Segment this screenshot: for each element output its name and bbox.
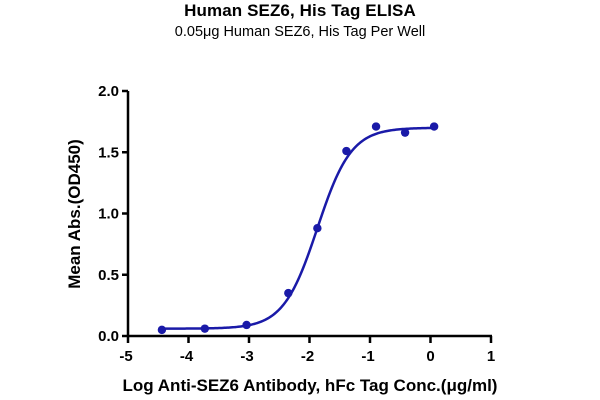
axes: 0.0 0.5 1.0 1.5 2.0 -5 -4 -3 -2 -1 0 1 [98, 83, 495, 365]
y-tick-label: 0.5 [98, 267, 119, 284]
x-tick-label: 0 [426, 348, 434, 365]
x-tick-label: -4 [180, 348, 194, 365]
x-tick-label: -5 [119, 348, 132, 365]
x-axis-label: Log Anti-SEZ6 Antibody, hFc Tag Conc.(μg… [123, 376, 498, 395]
chart-title: Human SEZ6, His Tag ELISA [184, 1, 416, 20]
y-tick-label: 2.0 [98, 83, 119, 100]
data-point [242, 320, 251, 330]
data-point [284, 288, 293, 298]
y-tick-label: 0.0 [98, 328, 119, 345]
data-point [313, 224, 322, 233]
data-point [429, 122, 439, 131]
y-tick-label: 1.5 [98, 144, 119, 161]
y-axis-label: Mean Abs.(OD450) [65, 139, 84, 289]
y-tick-label: 1.0 [98, 206, 119, 223]
data-point [200, 324, 210, 333]
x-tick-label: 1 [487, 348, 495, 365]
data-point [342, 146, 351, 156]
x-tick-label: -3 [240, 348, 253, 365]
chart-subtitle: 0.05μg Human SEZ6, His Tag Per Well [174, 24, 426, 40]
data-point [400, 128, 410, 137]
data-points [157, 122, 439, 335]
sigmoid-fit-line [161, 126, 435, 330]
data-point [371, 122, 381, 131]
x-tick-label: -2 [301, 348, 314, 365]
x-tick-label: -1 [361, 348, 374, 365]
fit-curve [161, 126, 435, 330]
data-point [157, 325, 167, 335]
